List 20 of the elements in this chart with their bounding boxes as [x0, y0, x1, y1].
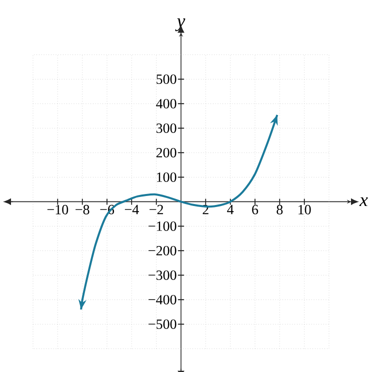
y-tick-label: 100 [157, 172, 176, 182]
x-tick-label: −10 [47, 204, 68, 214]
x-tick-label: 6 [252, 204, 258, 214]
y-tick-label: 500 [156, 74, 176, 84]
x-tick-label: −2 [150, 204, 164, 214]
x-tick-label: −8 [76, 204, 90, 214]
y-tick-label: −500 [148, 319, 176, 329]
y-tick-label: −400 [148, 294, 176, 304]
y-tick-label: 400 [156, 98, 176, 108]
x-tick-label: 10 [298, 204, 311, 214]
x-tick-label: −4 [124, 204, 139, 214]
y-tick-label: 200 [156, 148, 176, 158]
y-tick-label: −100 [148, 221, 176, 231]
x-axis-title: x [359, 197, 368, 206]
y-tick-label: 300 [156, 123, 176, 133]
y-tick-label: −200 [148, 246, 176, 256]
x-tick-label: 4 [227, 204, 234, 214]
y-tick-label: −300 [148, 270, 176, 280]
x-tick-label: 8 [276, 204, 283, 214]
y-axis-title: y [175, 18, 186, 32]
